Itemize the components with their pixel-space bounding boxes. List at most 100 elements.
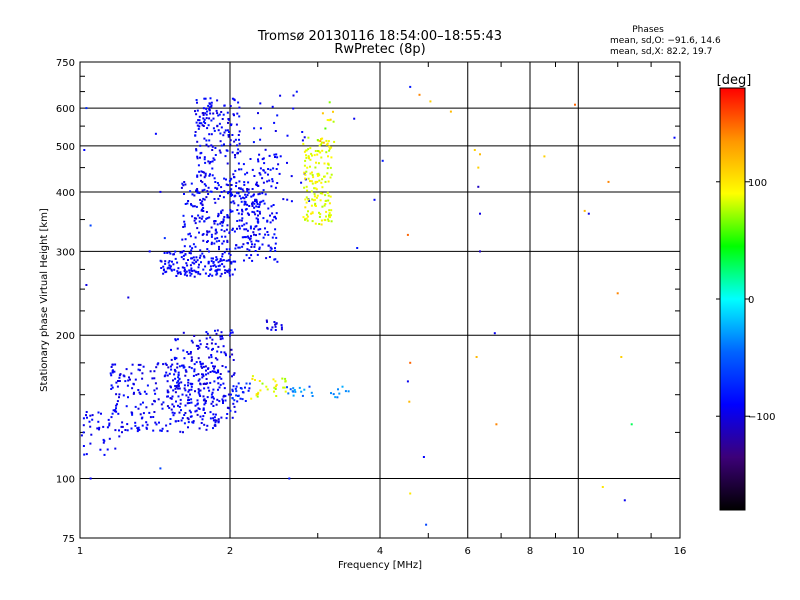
echo-point [171, 395, 174, 398]
echo-point [152, 429, 155, 432]
echo-point [328, 149, 331, 152]
echo-point [166, 389, 169, 392]
echo-point [184, 374, 187, 377]
echo-point [253, 127, 256, 130]
echo-point [206, 190, 209, 193]
echo-point [152, 416, 155, 418]
echo-point [106, 426, 109, 429]
echo-point [283, 386, 286, 389]
echo-point [286, 134, 289, 137]
scatter-point [356, 247, 359, 249]
minor-ticks [80, 62, 680, 538]
echo-point [220, 111, 223, 113]
echo-point [160, 429, 163, 432]
echo-point [262, 199, 265, 202]
echo-point [206, 332, 209, 335]
echo-point [327, 199, 330, 202]
x-tick-label: 2 [227, 546, 233, 557]
colorbar-label: [deg] [717, 73, 752, 88]
echo-point [224, 395, 227, 398]
echo-point [216, 223, 219, 226]
echo-point [187, 384, 189, 387]
echo-point [202, 117, 205, 120]
echo-point [234, 154, 236, 156]
echo-point [257, 184, 259, 187]
echo-point [223, 351, 226, 354]
echo-point [271, 178, 274, 181]
echo-point [205, 428, 208, 431]
echo-point [257, 193, 260, 196]
echo-point [139, 403, 142, 406]
echo-point [198, 115, 201, 118]
echo-point [231, 273, 234, 276]
echo-point [85, 414, 87, 417]
echo-point [203, 256, 206, 259]
echo-point [267, 207, 270, 210]
echo-point [185, 270, 188, 273]
echo-point [139, 393, 142, 395]
echo-point [310, 212, 313, 215]
echo-point [267, 168, 270, 170]
echo-point [236, 144, 238, 147]
echo-point [216, 125, 219, 128]
echo-point [225, 269, 228, 272]
echo-point [325, 199, 328, 202]
echo-point [217, 184, 220, 187]
echo-point [210, 119, 213, 122]
echo-point [278, 172, 281, 175]
echo-point [196, 175, 199, 178]
echo-point [174, 387, 177, 390]
echo-point [121, 421, 124, 424]
echo-point [203, 158, 206, 161]
echo-point [274, 380, 277, 383]
echo-point [247, 389, 250, 392]
echo-point [200, 422, 203, 424]
echo-point [245, 222, 248, 225]
echo-point [282, 386, 285, 389]
echo-point [207, 367, 209, 370]
echo-point [314, 150, 317, 152]
echo-point [324, 127, 327, 130]
echo-point [185, 370, 188, 373]
echo-point [189, 245, 192, 248]
echo-point [251, 205, 254, 207]
echo-point [80, 434, 83, 437]
echo-point [261, 177, 264, 180]
echo-point [238, 168, 240, 171]
echo-point [228, 252, 231, 255]
echo-point [205, 143, 208, 146]
echo-point [238, 130, 241, 133]
echo-point [226, 239, 229, 242]
echo-point [154, 392, 157, 395]
echo-point [131, 363, 134, 366]
echo-point [210, 260, 213, 263]
echo-point [199, 156, 201, 159]
echo-point [177, 420, 180, 422]
echo-point [151, 403, 154, 406]
echo-point [188, 271, 191, 274]
echo-point [236, 151, 239, 154]
echo-point [190, 257, 193, 260]
echo-point [213, 177, 216, 180]
echo-point [221, 255, 224, 258]
echo-point [253, 233, 255, 236]
echo-point [332, 120, 335, 123]
echo-point [312, 199, 315, 202]
echo-point [183, 223, 186, 226]
echo-point [221, 335, 223, 338]
echo-point [275, 322, 278, 325]
echo-point [306, 219, 309, 222]
echo-point [256, 210, 259, 212]
echo-point [137, 407, 140, 410]
echo-point [221, 224, 224, 227]
echo-point [167, 391, 170, 394]
echo-point [319, 140, 322, 143]
echo-point [173, 356, 176, 359]
echo-point [276, 260, 279, 263]
echo-point [245, 196, 248, 198]
echo-point [228, 248, 231, 251]
echo-point [127, 379, 130, 382]
echo-point [179, 273, 182, 275]
echo-point [193, 269, 196, 272]
echo-point [240, 213, 243, 216]
